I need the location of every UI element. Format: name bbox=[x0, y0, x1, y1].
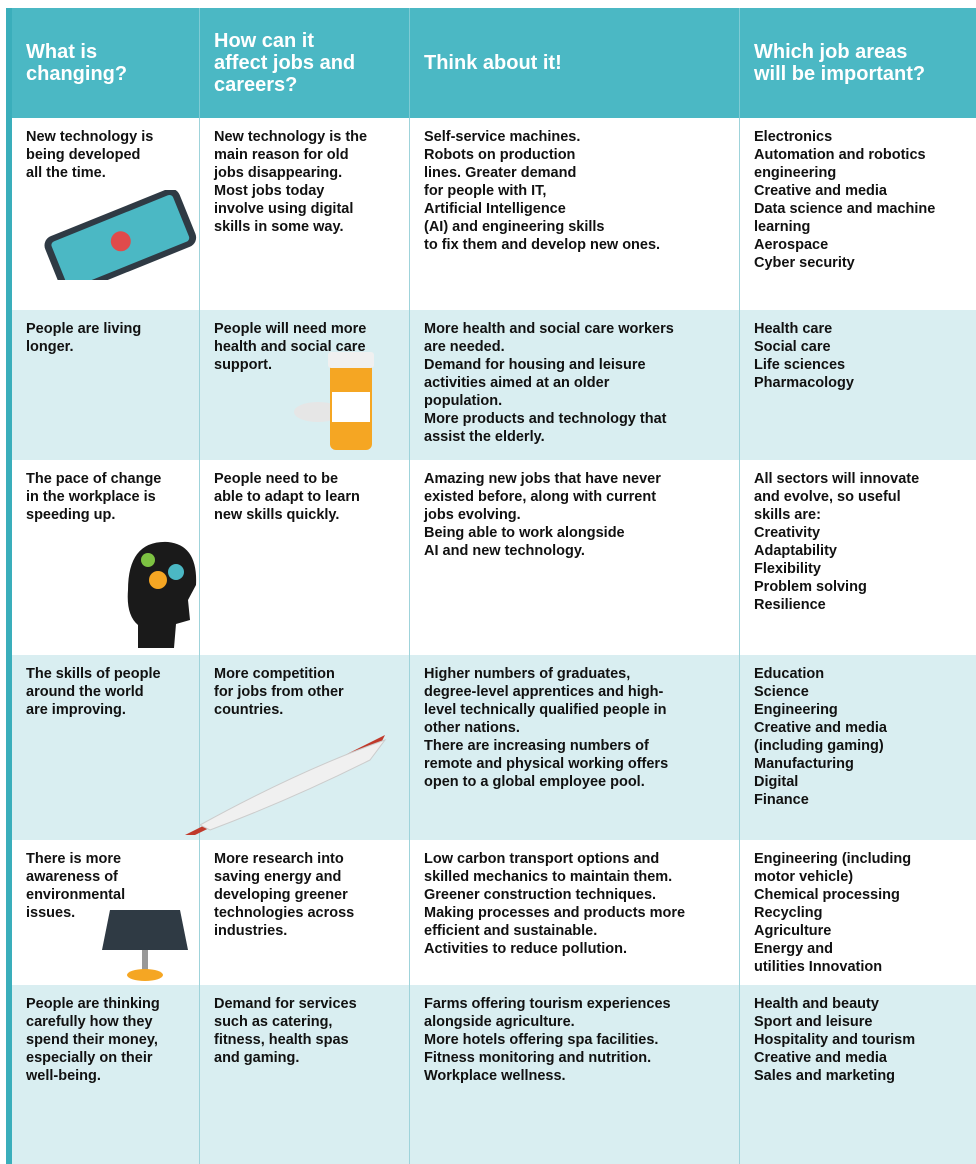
table-cell: All sectors will innovate and evolve, so… bbox=[754, 471, 920, 613]
table-row: The skills of people around the world ar… bbox=[12, 655, 976, 840]
table-cell: Low carbon transport options and skilled… bbox=[410, 840, 740, 985]
header-cell: Which job areas will be important? bbox=[754, 41, 926, 85]
table-row: People are thinking carefully how they s… bbox=[12, 985, 976, 1164]
table-cell: More health and social care workers are … bbox=[410, 310, 740, 460]
table-cell: Amazing new jobs that have never existed… bbox=[410, 460, 740, 655]
table-cell: The pace of change in the workplace is s… bbox=[12, 460, 200, 655]
table-cell: People need to be able to adapt to learn… bbox=[200, 460, 410, 655]
head-illustration bbox=[127, 541, 197, 648]
table-cell: Demand for services such as catering, fi… bbox=[200, 985, 410, 1164]
table-cell: New technology is being developed all th… bbox=[12, 118, 200, 310]
table-cell: Self-service machines. Robots on product… bbox=[410, 118, 740, 310]
table-cell: Farms offering tourism experiences along… bbox=[410, 985, 740, 1164]
plane-illustration bbox=[185, 735, 387, 835]
phone-illustration bbox=[44, 190, 197, 280]
table-cell: People are thinking carefully how they s… bbox=[12, 985, 200, 1164]
table-cell: Health and beauty Sport and leisure Hosp… bbox=[754, 996, 916, 1084]
table-cell: Electronics Automation and robotics engi… bbox=[754, 129, 936, 271]
table-cell: More competition for jobs from other cou… bbox=[200, 655, 410, 840]
table-row: People are living longer. People will nee… bbox=[12, 310, 976, 460]
table-cell: The skills of people around the world ar… bbox=[12, 655, 200, 840]
table-cell: New technology is the main reason for ol… bbox=[200, 118, 410, 310]
table-cell: Education Science Engineering Creative a… bbox=[754, 666, 887, 808]
header-cell: How can it affect jobs and careers? bbox=[200, 8, 410, 118]
left-strip bbox=[6, 8, 12, 1164]
header-row: What is changing? How can it affect jobs … bbox=[12, 8, 976, 118]
table-cell: People will need more health and social … bbox=[200, 310, 410, 460]
table-cell: People are living longer. bbox=[12, 310, 200, 460]
table-cell: Higher numbers of graduates, degree-leve… bbox=[410, 655, 740, 840]
table-cell: More research into saving energy and dev… bbox=[200, 840, 410, 985]
solar-panel-illustration bbox=[102, 910, 188, 981]
header-cell: What is changing? bbox=[12, 8, 200, 118]
table-cell: Health care Social care Life sciences Ph… bbox=[754, 321, 854, 391]
table-cell: There is more awareness of environmental… bbox=[12, 840, 200, 985]
table-cell: Engineering (including motor vehicle) Ch… bbox=[754, 851, 912, 975]
header-cell: Think about it! bbox=[410, 8, 740, 118]
pills-illustration bbox=[294, 352, 374, 450]
